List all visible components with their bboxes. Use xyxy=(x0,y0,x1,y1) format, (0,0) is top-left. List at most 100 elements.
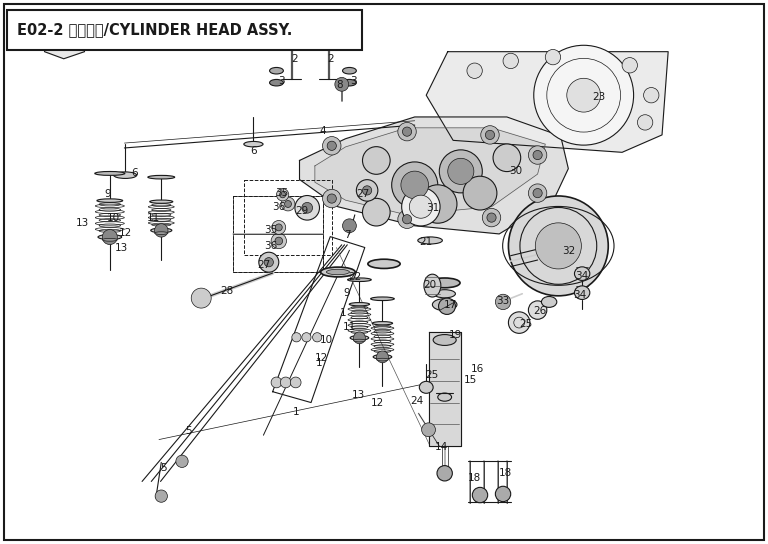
Circle shape xyxy=(398,210,416,228)
Text: 1: 1 xyxy=(316,358,322,368)
Ellipse shape xyxy=(433,335,456,345)
Circle shape xyxy=(637,115,653,130)
Circle shape xyxy=(535,223,581,269)
Text: 23: 23 xyxy=(592,92,606,102)
Text: 6: 6 xyxy=(250,146,257,156)
Ellipse shape xyxy=(102,238,118,241)
Circle shape xyxy=(362,186,372,195)
Circle shape xyxy=(280,377,291,388)
Circle shape xyxy=(533,151,542,159)
Circle shape xyxy=(533,189,542,197)
Circle shape xyxy=(644,88,659,103)
Circle shape xyxy=(271,233,286,249)
Text: 2: 2 xyxy=(292,54,298,64)
Ellipse shape xyxy=(151,228,172,233)
Circle shape xyxy=(467,63,482,78)
Text: 14: 14 xyxy=(435,442,449,452)
Ellipse shape xyxy=(98,234,121,239)
Text: 12: 12 xyxy=(118,228,132,238)
Circle shape xyxy=(402,188,440,226)
Ellipse shape xyxy=(270,67,283,74)
Circle shape xyxy=(482,208,501,227)
Circle shape xyxy=(503,53,518,69)
Text: 3: 3 xyxy=(350,76,356,85)
Circle shape xyxy=(313,333,322,342)
Ellipse shape xyxy=(94,171,125,175)
Text: 12: 12 xyxy=(371,398,385,407)
Text: 5: 5 xyxy=(161,463,167,473)
Circle shape xyxy=(154,224,168,237)
Circle shape xyxy=(545,50,561,65)
Text: 12: 12 xyxy=(314,353,328,363)
Text: 22: 22 xyxy=(348,273,362,282)
Circle shape xyxy=(264,258,273,267)
Text: 4: 4 xyxy=(319,126,326,135)
Circle shape xyxy=(422,423,435,437)
Text: 6: 6 xyxy=(131,168,137,178)
Circle shape xyxy=(567,78,601,112)
Text: 34: 34 xyxy=(573,290,587,300)
Text: 1: 1 xyxy=(340,308,346,318)
Text: 34: 34 xyxy=(575,271,589,281)
Text: 10: 10 xyxy=(107,213,121,222)
Circle shape xyxy=(302,333,311,342)
Polygon shape xyxy=(45,34,84,59)
Text: 30: 30 xyxy=(509,166,523,176)
Circle shape xyxy=(508,312,530,333)
Circle shape xyxy=(485,131,495,139)
Text: 8: 8 xyxy=(336,80,343,90)
Circle shape xyxy=(402,215,412,224)
Ellipse shape xyxy=(150,200,173,203)
Text: 17: 17 xyxy=(444,300,458,310)
Ellipse shape xyxy=(438,393,452,401)
Ellipse shape xyxy=(419,381,433,393)
Ellipse shape xyxy=(372,322,392,325)
Circle shape xyxy=(528,184,547,202)
Circle shape xyxy=(280,191,286,198)
Ellipse shape xyxy=(343,67,356,74)
Circle shape xyxy=(362,147,390,174)
Text: 9: 9 xyxy=(344,288,350,298)
Circle shape xyxy=(155,490,167,502)
Circle shape xyxy=(401,171,429,199)
Circle shape xyxy=(323,137,341,155)
Ellipse shape xyxy=(350,336,369,340)
Circle shape xyxy=(191,288,211,308)
Circle shape xyxy=(493,144,521,171)
Circle shape xyxy=(448,158,474,184)
Polygon shape xyxy=(315,128,545,215)
Text: 9: 9 xyxy=(104,189,111,199)
Circle shape xyxy=(376,351,389,363)
Circle shape xyxy=(284,201,292,207)
Text: 36: 36 xyxy=(263,241,277,251)
Circle shape xyxy=(290,377,301,388)
Text: 28: 28 xyxy=(220,286,233,296)
Circle shape xyxy=(528,301,547,319)
Ellipse shape xyxy=(418,237,442,244)
Text: 35: 35 xyxy=(263,225,277,234)
Circle shape xyxy=(463,176,497,210)
Ellipse shape xyxy=(348,278,371,282)
Text: 19: 19 xyxy=(449,330,462,339)
Ellipse shape xyxy=(147,175,175,179)
Circle shape xyxy=(271,377,282,388)
Circle shape xyxy=(335,77,349,91)
Text: 18: 18 xyxy=(498,468,512,478)
Circle shape xyxy=(343,219,356,233)
Polygon shape xyxy=(429,332,461,446)
Circle shape xyxy=(419,185,457,223)
Circle shape xyxy=(508,196,608,296)
Text: 25: 25 xyxy=(425,370,439,380)
Text: 21: 21 xyxy=(419,237,433,247)
Text: 5: 5 xyxy=(185,426,191,436)
Ellipse shape xyxy=(373,355,392,359)
Circle shape xyxy=(327,141,336,150)
Circle shape xyxy=(276,189,289,201)
Circle shape xyxy=(534,45,634,145)
Circle shape xyxy=(495,294,511,310)
Text: 26: 26 xyxy=(533,306,547,316)
Polygon shape xyxy=(426,52,668,152)
Circle shape xyxy=(176,455,188,467)
Text: 27: 27 xyxy=(356,189,369,199)
Circle shape xyxy=(272,220,286,234)
